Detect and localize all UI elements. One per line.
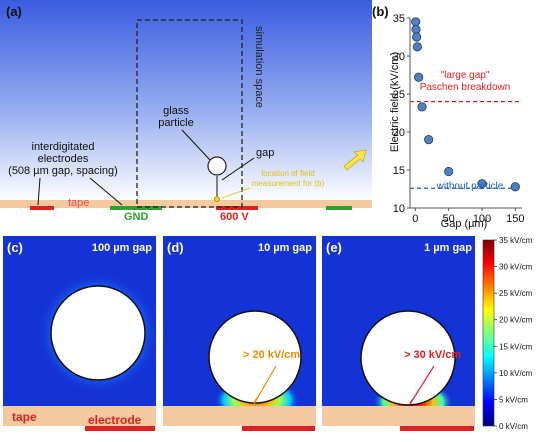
electrode-bar-e — [400, 426, 474, 431]
field-note-1: location of field — [261, 169, 314, 178]
simulation-space-box — [136, 19, 243, 208]
y-tick-label: 20 — [393, 127, 405, 139]
x-tick-label: 0 — [412, 213, 418, 225]
gap-pointer — [221, 157, 255, 181]
tape-block-c — [3, 406, 156, 426]
annotation-arrowhead-e — [408, 398, 414, 405]
colorbar-tick-label: 20 kV/cm — [499, 316, 533, 325]
plot-axes — [409, 18, 522, 209]
data-point — [412, 42, 422, 52]
annotation-arrow-d — [253, 365, 277, 405]
y-axis-title: Electric field (kV/cm) — [389, 52, 401, 152]
electrode-left — [30, 206, 54, 210]
electrode-bar-d — [242, 426, 315, 431]
glass-particle-label-1: glass — [163, 105, 189, 117]
data-point — [411, 17, 421, 27]
data-point — [411, 24, 421, 35]
panel-a: simulation space glass particle gap loca… — [0, 0, 372, 223]
colorbar-tick-labels: 35 kV/cm 30 kV/cm 25 kV/cm 20 kV/cm 15 kV/cm… — [494, 236, 533, 431]
x-tick-label: 150 — [506, 213, 524, 225]
arrow-to-b-icon — [343, 149, 367, 171]
reference-lines — [410, 100, 522, 189]
glass-particle-pointer — [181, 129, 211, 161]
y-tick-label: 10 — [393, 203, 405, 215]
data-point — [417, 102, 427, 112]
data-point — [412, 32, 422, 42]
panel-b: (b) Electric field (kV/cm) Gap (µm) 10 15… — [372, 4, 525, 230]
gap-text-d: 10 µm gap — [258, 242, 312, 254]
x-tick-label: 50 — [443, 213, 455, 225]
electrodes-label-3: (508 µm gap, spacing) — [8, 165, 118, 177]
x-tick-label: 100 — [473, 213, 491, 225]
tape-label-c: tape — [12, 410, 37, 424]
annotation-arrowhead-d — [252, 397, 258, 404]
gap-label: gap — [256, 147, 274, 159]
y-tick-label: 35 — [393, 13, 405, 25]
data-point — [477, 179, 487, 189]
paschen-label-2: Paschen breakdown — [420, 82, 511, 93]
electrode-gnd — [110, 206, 162, 210]
field-note-pointer — [221, 187, 251, 199]
panel-c: (c) 100 µm gap tape electrode — [3, 236, 156, 431]
paschen-label-1: "large gap" — [441, 70, 490, 81]
y-tick-label: 25 — [393, 89, 405, 101]
y-tick-labels: 10 15 20 25 30 35 — [393, 13, 410, 215]
colorbar-gradient — [482, 239, 495, 427]
panel-d: (d) 10 µm gap > 20 kV/cm — [163, 236, 316, 431]
panel-label-d: (d) — [167, 240, 184, 255]
annotation-d: > 20 kV/cm — [243, 349, 300, 361]
sky-background — [0, 0, 372, 202]
glass-particle-c — [50, 285, 146, 381]
y-tick-label: 30 — [393, 51, 405, 63]
data-point — [414, 72, 424, 82]
panel-e: (e) 1 µm gap > 30 kV/cm — [322, 236, 475, 431]
field-note-2: measurement for (b) — [252, 179, 325, 188]
simulation-space-label: simulation space — [253, 26, 265, 108]
colorbar-tick-label: 35 kV/cm — [499, 236, 533, 245]
panel-label-e: (e) — [326, 240, 342, 255]
tape-block-d — [163, 406, 316, 426]
electrodes-label-2: electrodes — [38, 153, 89, 165]
without-particle-label: without particle — [436, 181, 504, 192]
electrodes-label-1: interdigitated — [32, 141, 95, 153]
tape-strip — [0, 200, 372, 208]
colorbar-tick-label: 25 kV/cm — [499, 289, 533, 298]
panel-label-c: (c) — [7, 240, 23, 255]
tape-block-e — [322, 406, 475, 426]
colorbar-tick-label: 30 kV/cm — [499, 263, 533, 272]
colorbar: 35 kV/cm 30 kV/cm 25 kV/cm 20 kV/cm 15 kV/cm… — [482, 236, 533, 431]
gap-text-e: 1 µm gap — [424, 242, 472, 254]
glass-particle — [207, 156, 227, 176]
colorbar-tick-label: 0 kV/cm — [499, 422, 528, 431]
glass-particle-label-2: particle — [158, 117, 193, 129]
y-tick-label: 15 — [393, 165, 405, 177]
electrode-600v — [216, 206, 258, 210]
colorbar-tick-label: 15 kV/cm — [499, 342, 533, 351]
electrodes-pointer-left — [37, 177, 41, 206]
data-point — [510, 182, 520, 192]
data-point — [424, 135, 434, 145]
x-tick-labels: 0 50 100 150 — [412, 208, 525, 225]
electrodes-pointer-right — [89, 177, 123, 206]
panel-label-a: (a) — [6, 4, 22, 19]
panel-label-b: (b) — [372, 4, 389, 19]
annotation-e: > 30 kV/cm — [404, 349, 461, 361]
data-points — [411, 17, 520, 192]
data-point — [444, 166, 454, 177]
gap-text-c: 100 µm gap — [92, 242, 152, 254]
tape-label: tape — [68, 197, 89, 209]
electrode-right — [326, 206, 352, 210]
field-measurement-point — [214, 196, 220, 202]
annotation-arrow-e — [409, 365, 435, 405]
electrode-label-c: electrode — [88, 413, 142, 427]
electrode-bar-c — [85, 426, 155, 431]
colorbar-tick-label: 5 kV/cm — [499, 395, 528, 404]
x-axis-title: Gap (µm) — [441, 218, 488, 230]
gnd-label: GND — [124, 211, 149, 223]
voltage-label: 600 V — [220, 211, 249, 223]
colorbar-tick-label: 10 kV/cm — [499, 369, 533, 378]
